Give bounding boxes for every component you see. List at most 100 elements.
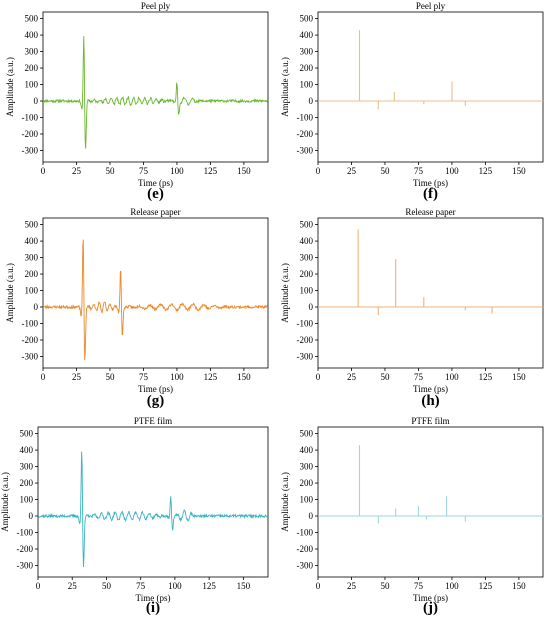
- series-line: [37, 451, 269, 567]
- plot-frame: [317, 217, 544, 369]
- x-tick-label: 125: [204, 166, 218, 176]
- x-tick-label: 100: [170, 166, 184, 176]
- x-tick-label: 0: [36, 581, 41, 591]
- y-tick-label: 0: [309, 302, 314, 312]
- x-tick-label: 75: [139, 166, 149, 176]
- chart-title: Release paper: [130, 207, 180, 217]
- x-tick-label: 50: [105, 372, 115, 382]
- x-tick-label: 125: [479, 372, 493, 382]
- y-tick-label: 500: [25, 14, 39, 24]
- y-tick-label: 400: [25, 236, 39, 246]
- y-tick-label: 300: [300, 253, 314, 263]
- x-tick-label: 25: [72, 166, 82, 176]
- x-tick-label: 100: [168, 581, 182, 591]
- x-tick-label: 25: [68, 581, 78, 591]
- y-tick-label: 200: [300, 478, 314, 488]
- y-tick-label: 400: [20, 445, 34, 455]
- y-tick-label: 200: [25, 63, 39, 73]
- panel-label: (g): [147, 393, 165, 409]
- y-tick-label: 100: [300, 286, 314, 296]
- y-tick-label: 0: [29, 511, 34, 521]
- chart-title: PTFE film: [411, 416, 449, 426]
- y-tick-label: 200: [300, 269, 314, 279]
- x-tick-label: 150: [237, 166, 251, 176]
- y-tick-label: -100: [22, 112, 39, 122]
- x-tick-label: 125: [202, 581, 216, 591]
- y-tick-label: -300: [297, 351, 314, 361]
- y-tick-label: -200: [297, 129, 314, 139]
- y-tick-label: 500: [300, 429, 314, 439]
- x-axis-label: Time (ps): [138, 178, 173, 188]
- x-tick-label: 125: [479, 581, 493, 591]
- x-tick-label: 50: [380, 581, 390, 591]
- y-tick-label: 100: [20, 495, 34, 505]
- chart-panel-h: Release paper -300 -200 -100 0 100 200 300 400 50…: [280, 207, 544, 409]
- y-tick-label: 0: [309, 511, 314, 521]
- x-tick-label: 100: [445, 372, 459, 382]
- y-tick-label: 400: [25, 30, 39, 40]
- x-tick-label: 150: [512, 372, 526, 382]
- x-tick-label: 25: [347, 166, 357, 176]
- plot-frame: [317, 426, 544, 578]
- chart-title: PTFE film: [134, 416, 172, 426]
- x-tick-label: 100: [445, 166, 459, 176]
- panel-label: (j): [423, 600, 438, 616]
- y-tick-label: 100: [25, 80, 39, 90]
- y-tick-label: 0: [309, 96, 314, 106]
- x-axis-label: Time (ps): [413, 384, 448, 394]
- plot-frame: [317, 11, 544, 163]
- chart-panel-g: Release paper -300 -200 -100 0 100 200 300 400 50…: [5, 207, 269, 409]
- y-tick-label: 0: [34, 302, 39, 312]
- x-tick-label: 50: [102, 581, 112, 591]
- x-tick-label: 50: [380, 372, 390, 382]
- y-tick-label: -100: [297, 112, 314, 122]
- y-tick-label: -200: [297, 335, 314, 345]
- x-tick-label: 150: [512, 581, 526, 591]
- y-tick-label: -200: [22, 335, 39, 345]
- x-tick-label: 125: [479, 166, 493, 176]
- panel-label: (i): [146, 600, 160, 616]
- y-tick-label: 400: [300, 30, 314, 40]
- y-tick-label: 200: [20, 478, 34, 488]
- y-tick-label: 100: [300, 495, 314, 505]
- chart-title: Peel ply: [141, 1, 171, 11]
- x-tick-label: 75: [139, 372, 149, 382]
- y-tick-label: -300: [22, 351, 39, 361]
- chart-panel-i: PTFE film -300 -200 -100 0 100 200 300 400 500 0 25…: [0, 416, 269, 616]
- plot-frame: [42, 11, 269, 163]
- y-tick-label: -300: [22, 145, 39, 155]
- y-tick-label: 300: [25, 253, 39, 263]
- y-tick-label: -100: [297, 527, 314, 537]
- y-tick-label: 500: [20, 429, 34, 439]
- y-tick-label: 100: [300, 80, 314, 90]
- x-tick-label: 75: [414, 166, 424, 176]
- x-tick-label: 150: [237, 581, 251, 591]
- x-tick-label: 0: [41, 372, 46, 382]
- panel-label: (e): [147, 186, 164, 202]
- panel-label: (f): [423, 186, 438, 202]
- x-tick-label: 25: [347, 581, 357, 591]
- x-tick-label: 150: [512, 166, 526, 176]
- y-tick-label: -200: [297, 544, 314, 554]
- y-axis-label: Amplitude (a.u.): [0, 472, 10, 532]
- x-tick-label: 0: [41, 166, 46, 176]
- y-axis-label: Amplitude (a.u.): [5, 57, 15, 117]
- y-tick-label: 500: [300, 220, 314, 230]
- x-tick-label: 100: [445, 581, 459, 591]
- y-tick-label: -300: [297, 145, 314, 155]
- series-line: [42, 239, 269, 361]
- x-tick-label: 0: [316, 372, 321, 382]
- y-tick-label: 200: [25, 269, 39, 279]
- y-tick-label: -100: [22, 318, 39, 328]
- x-tick-label: 0: [316, 581, 321, 591]
- chart-title: Peel ply: [416, 1, 446, 11]
- chart-panel-f: Peel ply -300 -200 -100 0 100 200 300 400 500 0 25 5…: [280, 1, 544, 202]
- y-axis-label: Amplitude (a.u.): [280, 57, 290, 117]
- y-axis-label: Amplitude (a.u.): [280, 263, 290, 323]
- chart-panel-e: Peel ply -300 -200 -100 0 100 200 300 400 500 0 25 5…: [5, 1, 269, 202]
- y-tick-label: 300: [300, 47, 314, 57]
- x-axis-label: Time (ps): [138, 384, 173, 394]
- y-tick-label: 400: [300, 445, 314, 455]
- y-tick-label: 300: [20, 462, 34, 472]
